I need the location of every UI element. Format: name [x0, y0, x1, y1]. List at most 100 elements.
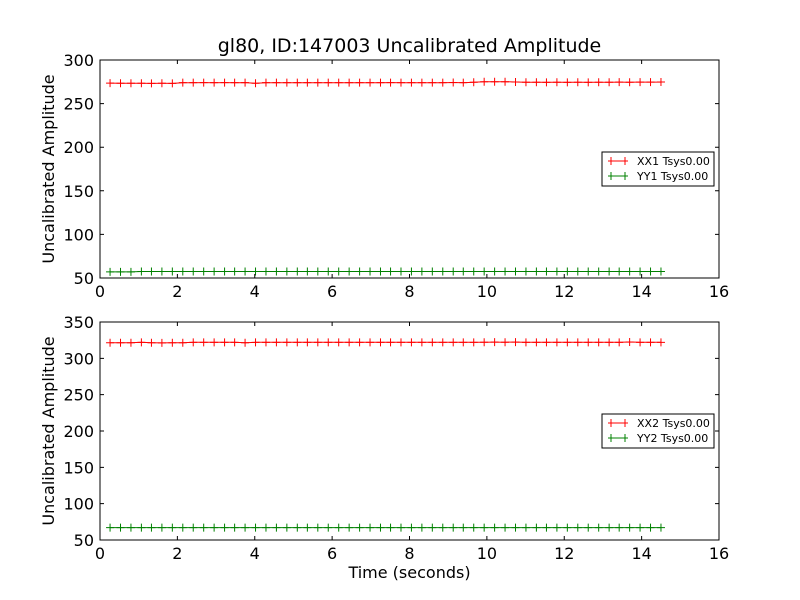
- subplot-1: 0 2 4 6 8 10 12 14 16 50 100 150 200 250 300 Uncalibrat…: [39, 35, 729, 301]
- data-point: [501, 523, 510, 532]
- y-tick-label: 250: [63, 95, 94, 114]
- data-point: [199, 267, 208, 276]
- data-point: [449, 78, 458, 87]
- data-point: [542, 523, 551, 532]
- series-xx2: [106, 337, 665, 347]
- data-point: [428, 78, 437, 87]
- data-point: [594, 338, 603, 347]
- data-point: [459, 338, 468, 347]
- data-point: [511, 267, 520, 276]
- data-point: [511, 338, 520, 347]
- data-point: [241, 338, 250, 347]
- data-point: [210, 267, 219, 276]
- x-tick-label: 10: [477, 544, 497, 563]
- data-point: [396, 267, 405, 276]
- y-tick-label: 50: [74, 269, 94, 288]
- data-point: [417, 523, 426, 532]
- data-point: [272, 78, 281, 87]
- x-tick-label: 6: [327, 282, 337, 301]
- data-point: [230, 338, 239, 347]
- data-point: [584, 338, 593, 347]
- legend-entry: YY2 Tsys0.00: [608, 432, 708, 445]
- x-tick-label: 6: [327, 544, 337, 563]
- data-point: [480, 523, 489, 532]
- y-tick-label: 200: [63, 422, 94, 441]
- data-point: [594, 267, 603, 276]
- y-tick-label: 200: [63, 138, 94, 157]
- data-point: [573, 338, 582, 347]
- data-point: [313, 523, 322, 532]
- data-point: [438, 267, 447, 276]
- data-point: [625, 267, 634, 276]
- data-point: [501, 77, 510, 86]
- data-point: [584, 267, 593, 276]
- data-point: [386, 267, 395, 276]
- data-point: [490, 523, 499, 532]
- data-point: [313, 78, 322, 87]
- legend: XX2 Tsys0.00 YY2 Tsys0.00: [601, 413, 715, 449]
- data-point: [272, 338, 281, 347]
- data-point: [646, 267, 655, 276]
- series-yy1: [106, 267, 665, 276]
- data-point: [656, 523, 665, 532]
- data-point: [230, 523, 239, 532]
- data-point: [261, 267, 270, 276]
- legend: XX1 Tsys0.00 YY1 Tsys0.00: [601, 151, 715, 187]
- data-point: [511, 77, 520, 86]
- x-tick-label: 2: [172, 544, 182, 563]
- data-point: [366, 78, 375, 87]
- legend-label: XX1 Tsys0.00: [637, 155, 710, 168]
- data-point: [334, 338, 343, 347]
- series-yy2: [106, 523, 665, 532]
- x-tick-label: 2: [172, 282, 182, 301]
- data-point: [605, 267, 614, 276]
- data-point: [386, 338, 395, 347]
- data-point: [552, 523, 561, 532]
- data-point: [656, 267, 665, 276]
- data-point: [532, 338, 541, 347]
- data-point: [106, 79, 115, 88]
- data-point: [396, 78, 405, 87]
- data-point: [594, 523, 603, 532]
- data-point: [376, 338, 385, 347]
- data-point: [501, 267, 510, 276]
- data-point: [116, 338, 125, 347]
- data-point: [345, 267, 354, 276]
- data-point: [147, 523, 156, 532]
- data-point: [459, 523, 468, 532]
- data-point: [438, 523, 447, 532]
- data-point: [126, 338, 135, 347]
- data-point: [293, 78, 302, 87]
- data-point: [189, 267, 198, 276]
- data-point: [157, 267, 166, 276]
- data-point: [147, 267, 156, 276]
- data-point: [449, 267, 458, 276]
- y-tick-label: 150: [63, 182, 94, 201]
- data-point: [189, 338, 198, 347]
- data-point: [272, 267, 281, 276]
- data-point: [636, 338, 645, 347]
- x-tick-label: 14: [631, 544, 651, 563]
- data-point: [386, 78, 395, 87]
- data-point: [542, 338, 551, 347]
- data-point: [438, 78, 447, 87]
- data-point: [106, 267, 115, 276]
- data-point: [521, 338, 530, 347]
- x-tick-label: 4: [250, 544, 260, 563]
- data-point: [220, 523, 229, 532]
- series-xx1: [106, 77, 665, 88]
- data-point: [106, 338, 115, 347]
- data-point: [573, 523, 582, 532]
- data-point: [386, 523, 395, 532]
- legend-marker: [608, 419, 628, 427]
- y-axis-label: Uncalibrated Amplitude: [39, 74, 58, 263]
- subplot-2: 0 2 4 6 8 10 12 14 16 50 100 150 200 250 300 350 Uncalib…: [39, 313, 729, 582]
- data-point: [584, 78, 593, 87]
- data-point: [355, 267, 364, 276]
- data-point: [293, 523, 302, 532]
- x-tick-label: 10: [477, 282, 497, 301]
- data-point: [563, 338, 572, 347]
- data-point: [366, 338, 375, 347]
- data-point: [313, 338, 322, 347]
- data-point: [126, 267, 135, 276]
